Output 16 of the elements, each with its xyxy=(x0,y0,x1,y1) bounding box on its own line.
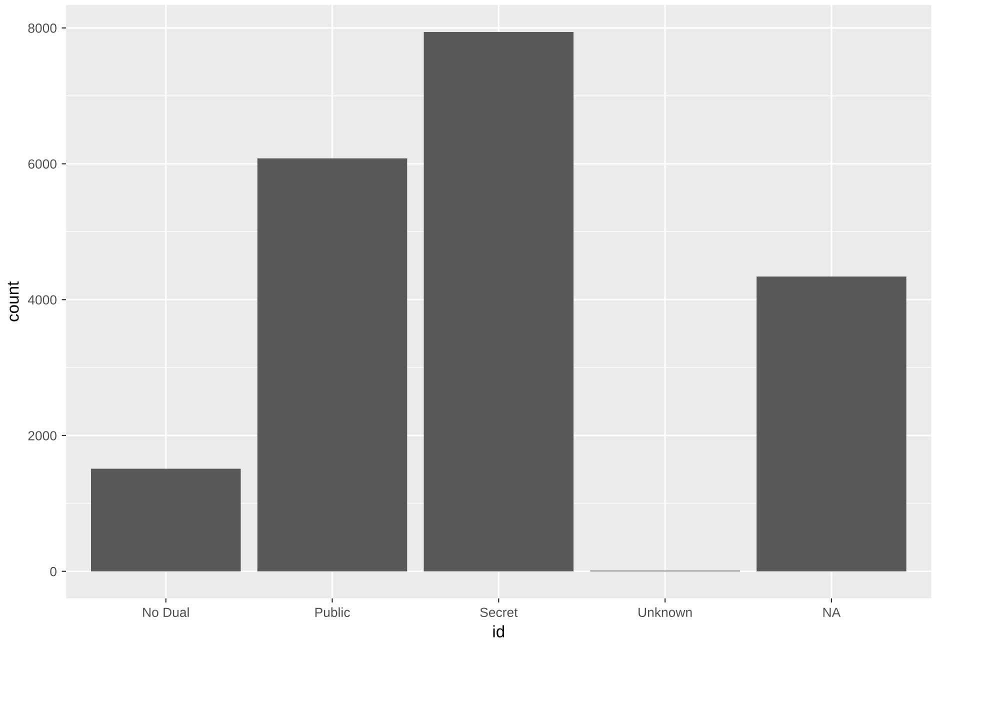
y-tick-label: 2000 xyxy=(28,431,56,440)
x-tick-label: Secret xyxy=(480,608,518,618)
x-tick-label: Public xyxy=(315,607,350,618)
y-tick-label: 0 xyxy=(50,566,56,576)
y-axis-title: count xyxy=(8,281,19,322)
x-tick-label: No Dual xyxy=(143,607,189,618)
x-tick-label: NA xyxy=(823,608,841,617)
bar xyxy=(90,468,241,572)
x-tick-label: Unknown xyxy=(638,607,692,618)
y-tick-label: 6000 xyxy=(28,159,56,169)
bar xyxy=(756,276,906,572)
bar xyxy=(257,158,408,572)
y-tick-label: 8000 xyxy=(28,24,56,33)
x-axis-title: id xyxy=(493,625,504,638)
bar xyxy=(424,32,574,572)
y-tick-label: 4000 xyxy=(28,295,56,305)
